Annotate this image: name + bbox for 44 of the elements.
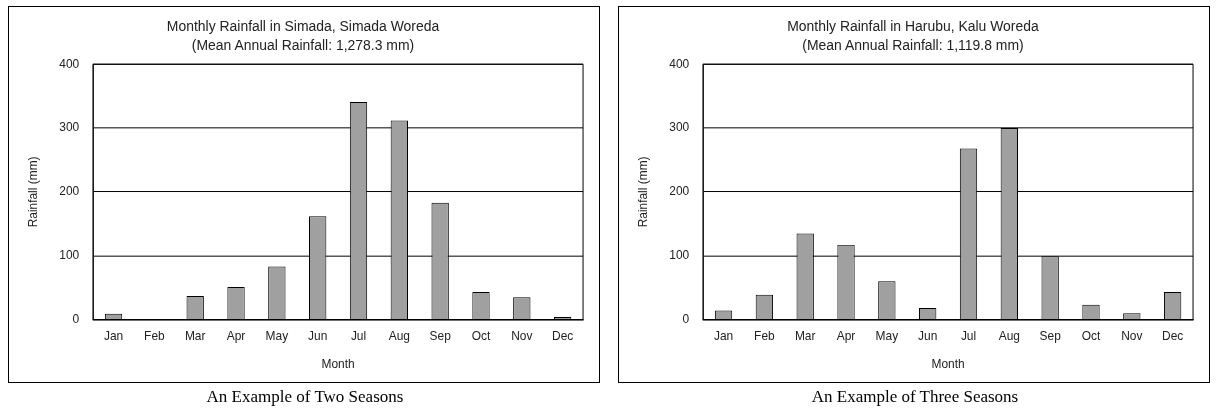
x-tick-label: Apr [836,328,856,343]
x-tick-label: Dec [1162,328,1184,343]
x-tick-label: Dec [552,328,574,343]
x-axis-title: Month [931,357,965,372]
x-tick-label: Nov [1121,328,1143,343]
y-tick-label: 0 [72,311,80,326]
x-tick-label: Jul [960,328,977,343]
y-tick-label: 200 [669,184,690,199]
x-tick-label: Sep [429,328,452,343]
y-axis-title: Rainfall (mm) [636,156,651,228]
y-tick-label: 0 [682,311,690,326]
y-tick-label: 400 [669,56,690,71]
x-tick-label: Mar [794,328,816,343]
chart-title: Monthly Rainfall in Simada, Simada Woreda [166,18,440,35]
text: An Example of Three Seasons [810,387,1020,407]
x-tick-label: Jul [350,328,367,343]
x-tick-label: Aug [998,328,1020,343]
x-tick-label: Oct [1081,328,1101,343]
x-tick-label: Feb [144,328,166,343]
y-tick-label: 300 [59,120,80,135]
x-tick-label: Jan [103,328,124,343]
y-tick-label: 100 [669,248,690,263]
x-tick-label: May [265,328,289,343]
x-tick-label: Aug [388,328,410,343]
chart-subtitle: (Mean Annual Rainfall: 1,278.3 mm) [191,36,415,53]
y-tick-label: 300 [669,120,690,135]
x-axis-title: Month [321,357,355,372]
x-tick-label: Feb [754,328,776,343]
x-tick-label: Jun [308,328,328,343]
y-tick-label: 200 [59,184,80,199]
chart-title: Monthly Rainfall in Harubu, Kalu Woreda [787,18,1039,35]
x-tick-label: Oct [471,328,491,343]
x-tick-label: Mar [184,328,206,343]
x-tick-label: Jan [713,328,734,343]
x-tick-label: Nov [511,328,533,343]
y-axis-title: Rainfall (mm) [26,156,41,228]
x-tick-label: May [875,328,899,343]
text: An Example of Two Seasons [205,387,405,407]
y-tick-label: 100 [59,248,80,263]
chart-subtitle: (Mean Annual Rainfall: 1,119.8 mm) [802,36,1024,53]
x-tick-label: Sep [1039,328,1062,343]
y-tick-label: 400 [59,56,80,71]
x-tick-label: Apr [226,328,246,343]
x-tick-label: Jun [918,328,938,343]
